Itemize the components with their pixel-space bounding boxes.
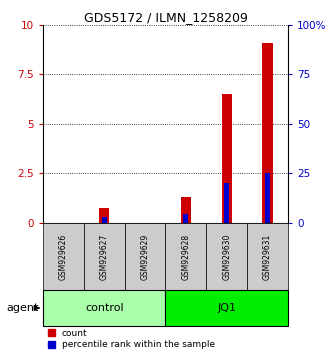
Bar <box>262 42 273 223</box>
Text: agent: agent <box>7 303 39 313</box>
Text: GSM929630: GSM929630 <box>222 233 231 280</box>
Bar <box>84 223 125 290</box>
Bar <box>166 223 206 290</box>
Bar <box>222 94 232 223</box>
Text: control: control <box>85 303 123 313</box>
Text: JQ1: JQ1 <box>217 303 236 313</box>
Bar <box>183 214 188 223</box>
Bar <box>43 290 166 326</box>
Bar <box>43 223 84 290</box>
Bar <box>125 223 166 290</box>
Bar <box>102 217 107 223</box>
Bar <box>99 208 109 223</box>
Title: GDS5172 / ILMN_1258209: GDS5172 / ILMN_1258209 <box>83 11 248 24</box>
Text: GSM929626: GSM929626 <box>59 234 68 280</box>
Bar <box>265 173 270 223</box>
Legend: count, percentile rank within the sample: count, percentile rank within the sample <box>48 329 215 349</box>
Bar <box>181 197 191 223</box>
Bar <box>166 290 288 326</box>
Text: GSM929631: GSM929631 <box>263 234 272 280</box>
Text: GSM929629: GSM929629 <box>141 234 150 280</box>
Bar <box>247 223 288 290</box>
Bar <box>224 183 229 223</box>
Text: GSM929627: GSM929627 <box>100 234 109 280</box>
Text: GSM929628: GSM929628 <box>181 234 190 280</box>
Bar <box>206 223 247 290</box>
